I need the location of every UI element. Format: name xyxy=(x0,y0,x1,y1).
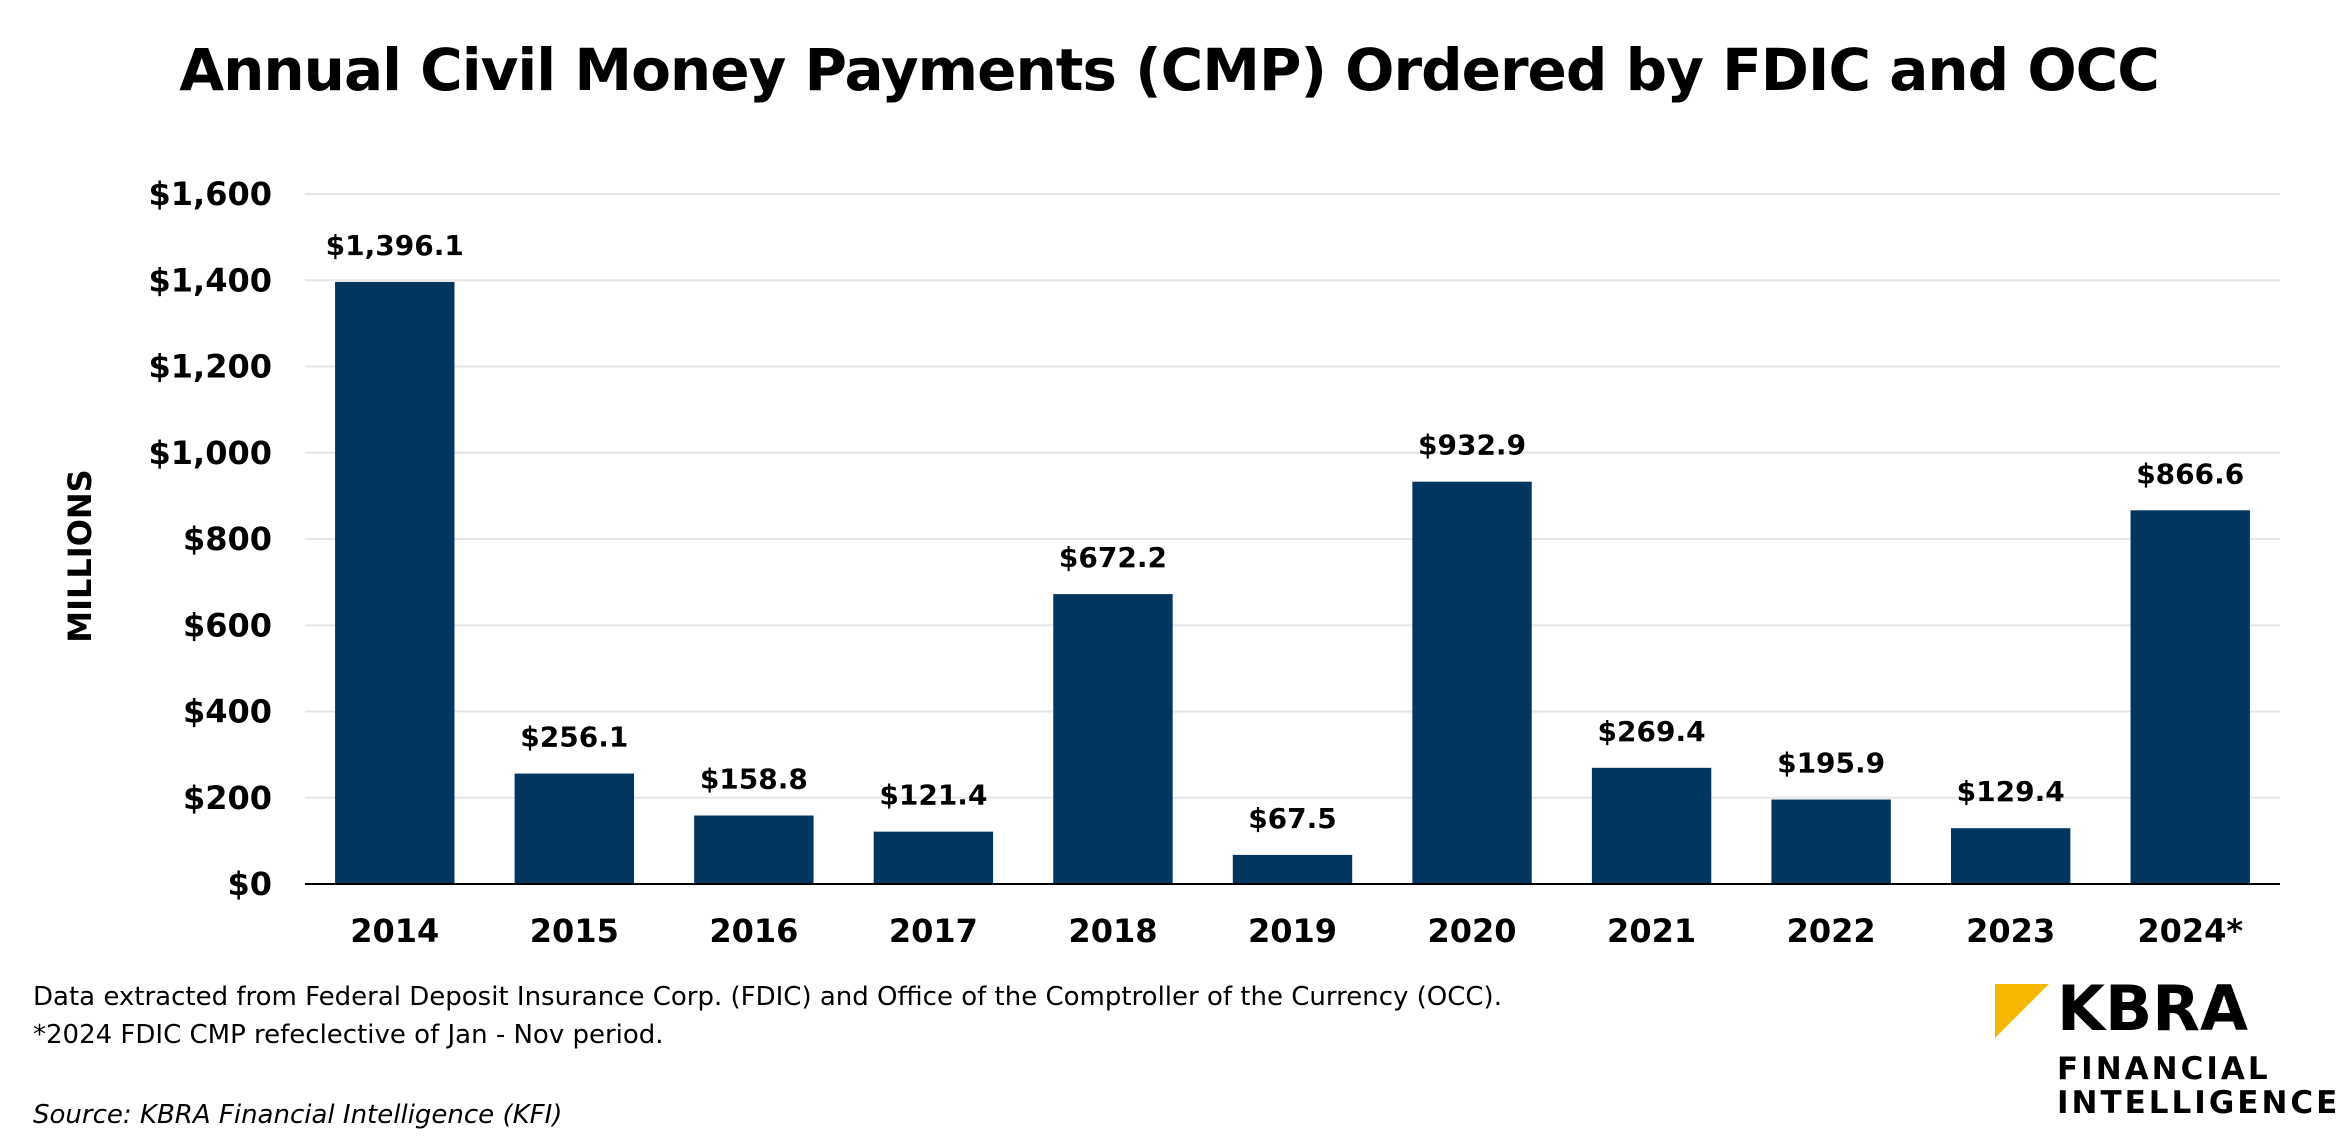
data-label: $158.8 xyxy=(700,763,808,796)
x-tick-label: 2014 xyxy=(350,912,439,950)
kbra-logo-mark-icon xyxy=(1995,984,2049,1038)
bar-chart: $1,396.1 $256.1 $158.8 $121.4 $672.2 $67.5 $93… xyxy=(61,175,2280,950)
data-label: $672.2 xyxy=(1059,541,1167,574)
y-tick-label: $600 xyxy=(183,606,272,644)
bars xyxy=(335,281,2250,884)
y-tick-label: $1,400 xyxy=(149,261,272,299)
x-tick-label: 2021 xyxy=(1607,912,1696,950)
data-label: $195.9 xyxy=(1777,747,1885,780)
y-tick-label: $1,000 xyxy=(149,434,272,472)
data-source-note: Data extracted from Federal Deposit Insu… xyxy=(33,982,1502,1012)
chart-title: Annual Civil Money Payments (CMP) Ordere… xyxy=(179,36,2160,104)
x-axis-ticks: 2014 2015 2016 2017 2018 2019 2020 2021 2022 2023… xyxy=(350,912,2243,950)
x-tick-label: 2017 xyxy=(889,912,978,950)
bar-2014 xyxy=(335,281,455,884)
logo-subtitle-financial: FINANCIAL xyxy=(2057,1051,2271,1087)
x-tick-label: 2019 xyxy=(1248,912,1337,950)
data-label: $1,396.1 xyxy=(326,229,464,262)
data-label: $932.9 xyxy=(1418,429,1526,462)
logo-subtitle-intelligence: INTELLIGENCE xyxy=(2057,1085,2338,1121)
bar-2015 xyxy=(514,773,635,884)
logo-wordmark: KBRA xyxy=(2057,972,2249,1045)
x-tick-label: 2024* xyxy=(2137,912,2243,950)
bar-2023 xyxy=(1950,828,2071,884)
bar-2024 xyxy=(2130,510,2250,884)
data-label: $269.4 xyxy=(1598,715,1706,748)
bar-2018 xyxy=(1053,594,1173,884)
y-axis-label: MILLIONS xyxy=(61,469,99,642)
bar-2017 xyxy=(873,831,994,884)
y-tick-label: $0 xyxy=(227,865,272,903)
y-axis-ticks: $0 $200 $400 $600 $800 $1,000 $1,200 $1,400 $1,6… xyxy=(149,175,272,903)
x-tick-label: 2016 xyxy=(709,912,798,950)
data-label: $121.4 xyxy=(879,779,987,812)
x-tick-label: 2015 xyxy=(530,912,619,950)
data-label: $67.5 xyxy=(1248,802,1337,835)
y-tick-label: $1,200 xyxy=(149,348,272,386)
kbra-logo: KBRA FINANCIAL INTELLIGENCE xyxy=(1995,978,2337,1124)
bar-2016 xyxy=(694,815,814,884)
y-tick-label: $400 xyxy=(183,693,272,731)
bar-2021 xyxy=(1591,767,1712,884)
gridlines xyxy=(305,193,2280,799)
x-tick-label: 2022 xyxy=(1787,912,1876,950)
x-tick-label: 2023 xyxy=(1966,912,2055,950)
y-tick-label: $800 xyxy=(183,520,272,558)
data-label: $256.1 xyxy=(520,721,628,754)
bar-2020 xyxy=(1412,481,1532,884)
data-labels: $1,396.1 $256.1 $158.8 $121.4 $672.2 $67.5 $93… xyxy=(326,229,2245,835)
source-note: Source: KBRA Financial Intelligence (KFI… xyxy=(33,1100,563,1130)
data-label: $866.6 xyxy=(2136,457,2244,490)
x-tick-label: 2020 xyxy=(1428,912,1517,950)
x-tick-label: 2018 xyxy=(1068,912,1157,950)
y-tick-label: $1,600 xyxy=(149,175,272,213)
data-label: $129.4 xyxy=(1957,775,2065,808)
footnote-2024: *2024 FDIC CMP refeclective of Jan - Nov… xyxy=(33,1020,664,1050)
bar-2022 xyxy=(1771,799,1891,884)
bar-2019 xyxy=(1232,854,1353,884)
y-tick-label: $200 xyxy=(183,779,272,817)
